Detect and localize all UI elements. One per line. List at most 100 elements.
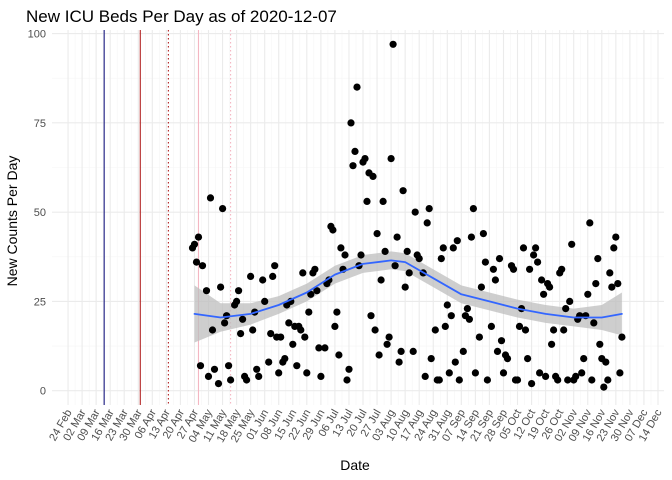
- data-point: [594, 255, 602, 263]
- data-point: [267, 330, 275, 338]
- data-point: [317, 372, 325, 380]
- data-point: [225, 362, 233, 370]
- data-point: [427, 355, 435, 363]
- data-point: [503, 355, 512, 363]
- data-point: [285, 319, 293, 327]
- data-point: [345, 365, 353, 373]
- data-point: [528, 380, 536, 388]
- smooth-trend: [193, 259, 623, 319]
- data-point: [387, 155, 395, 163]
- data-point: [247, 272, 255, 280]
- data-point: [269, 272, 277, 280]
- data-point: [277, 333, 285, 341]
- data-point: [377, 276, 385, 284]
- y-tick-label: 0: [40, 386, 46, 398]
- data-point: [397, 347, 405, 355]
- data-points: [188, 40, 626, 391]
- data-point: [305, 308, 313, 316]
- data-point: [194, 233, 203, 241]
- data-point: [403, 247, 411, 255]
- data-point: [435, 376, 443, 384]
- data-point: [255, 372, 263, 380]
- data-point: [393, 233, 401, 241]
- data-point: [235, 287, 243, 295]
- y-tick-label: 25: [34, 296, 46, 308]
- y-tick-label: 75: [34, 118, 46, 130]
- data-point: [373, 230, 381, 238]
- data-point: [538, 276, 546, 284]
- data-point: [208, 326, 217, 334]
- data-point: [495, 255, 504, 263]
- data-point: [564, 376, 572, 384]
- data-point: [459, 347, 467, 355]
- data-point: [341, 251, 349, 259]
- data-point: [550, 326, 558, 334]
- data-point: [243, 376, 251, 384]
- data-point: [353, 83, 361, 91]
- data-point: [206, 194, 215, 202]
- data-point: [202, 287, 211, 295]
- data-point: [616, 369, 624, 377]
- data-point: [542, 372, 550, 380]
- reference-lines: [103, 30, 232, 405]
- y-tick-label: 50: [34, 207, 46, 219]
- data-point: [198, 262, 207, 270]
- data-point: [253, 365, 261, 373]
- data-point: [566, 297, 574, 305]
- data-point: [441, 322, 449, 330]
- data-point: [423, 219, 431, 227]
- data-point: [395, 358, 403, 366]
- data-point: [540, 290, 548, 298]
- data-point: [499, 369, 508, 377]
- data-point: [219, 205, 227, 213]
- data-point: [351, 147, 359, 155]
- data-point: [530, 251, 538, 259]
- data-point: [375, 351, 383, 359]
- data-point: [405, 269, 413, 277]
- data-point: [204, 372, 213, 380]
- data-point: [562, 305, 570, 313]
- data-point: [526, 265, 534, 273]
- data-point: [389, 40, 397, 48]
- data-point: [578, 369, 586, 377]
- data-point: [534, 258, 542, 266]
- data-point: [249, 326, 257, 334]
- data-point: [445, 369, 453, 377]
- data-point: [367, 312, 375, 320]
- data-point: [572, 372, 580, 380]
- data-point: [415, 255, 423, 263]
- confidence-band: [194, 251, 622, 343]
- data-point: [439, 244, 447, 252]
- data-point: [568, 240, 576, 248]
- data-point: [588, 376, 596, 384]
- data-point: [297, 326, 305, 334]
- data-point: [371, 326, 379, 334]
- data-point: [592, 280, 600, 288]
- data-point: [349, 162, 357, 170]
- data-point: [239, 315, 247, 323]
- data-point: [381, 247, 389, 255]
- data-point: [586, 219, 594, 227]
- data-point: [259, 276, 267, 284]
- data-point: [477, 283, 485, 291]
- data-point: [401, 283, 409, 291]
- data-point: [469, 205, 477, 213]
- data-point: [521, 326, 530, 334]
- data-point: [443, 301, 451, 309]
- data-point: [265, 358, 273, 366]
- data-point: [437, 255, 445, 263]
- y-axis: 0 25 50 75 100: [28, 29, 46, 398]
- data-point: [546, 283, 554, 291]
- data-point: [196, 362, 205, 370]
- data-point: [421, 372, 429, 380]
- data-point: [347, 119, 355, 127]
- data-point: [515, 322, 524, 330]
- data-point: [343, 376, 351, 384]
- data-point: [509, 265, 518, 273]
- data-point: [558, 265, 566, 273]
- data-point: [519, 244, 528, 252]
- data-point: [313, 287, 321, 295]
- data-point: [614, 280, 622, 288]
